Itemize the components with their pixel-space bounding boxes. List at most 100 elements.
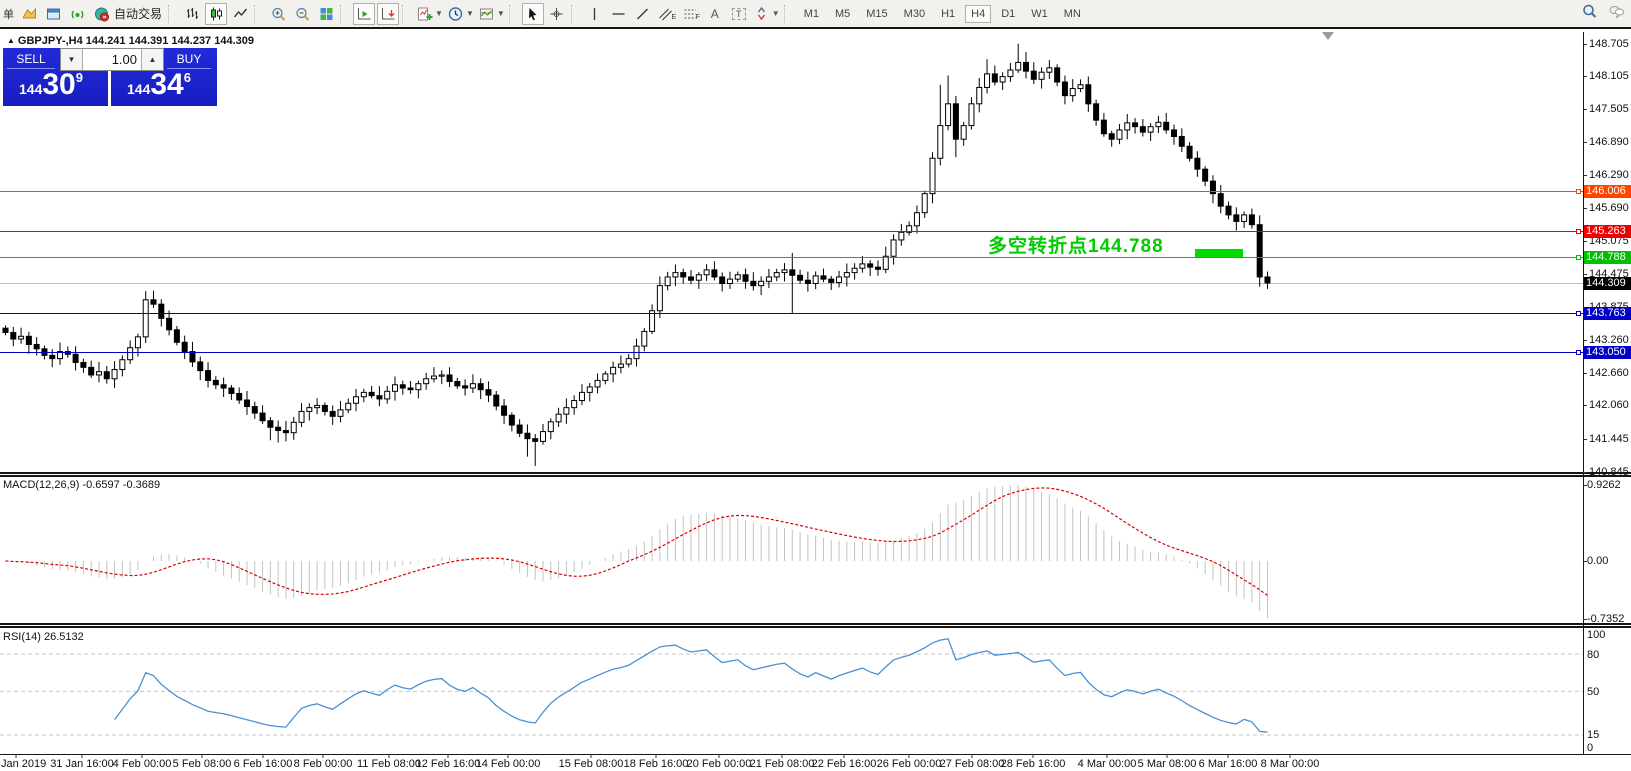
- chart-annotation-text[interactable]: 多空转折点144.788: [988, 236, 1164, 257]
- dropdown-caret[interactable]: ▼: [465, 9, 474, 18]
- price-axis-tick: 146.290: [1589, 169, 1629, 182]
- autotrading-label[interactable]: 自动交易: [114, 7, 163, 21]
- price-level-label: 146.006: [1584, 185, 1631, 198]
- new-order-button[interactable]: 单: [3, 8, 14, 21]
- chart-window[interactable]: ▲ GBPJPY-,H4 144.241 144.391 144.237 144.…: [0, 27, 1631, 771]
- horizontal-level-line[interactable]: [0, 257, 1583, 258]
- dropdown-caret[interactable]: ▼: [435, 9, 443, 18]
- macd-axis-tick: 0.00: [1587, 555, 1609, 567]
- profiles-icon[interactable]: [42, 3, 64, 25]
- volume-increase-button[interactable]: ▲: [141, 49, 163, 70]
- level-end-marker: [1576, 255, 1581, 260]
- time-axis-tick-dash: [507, 754, 509, 758]
- time-axis-tick-dash: [1289, 754, 1291, 758]
- time-axis-label: 4 Mar 00:00: [1077, 758, 1137, 770]
- zoom-in-icon[interactable]: [267, 3, 289, 25]
- arrows-icon[interactable]: ▼: [752, 3, 781, 25]
- price-axis-tick: 143.260: [1589, 334, 1629, 347]
- trendline-icon[interactable]: [632, 3, 654, 25]
- rsi-axis-tick: 80: [1587, 649, 1600, 661]
- timeframe-button-h1[interactable]: H1: [941, 7, 956, 20]
- chart-shift-icon[interactable]: [377, 2, 400, 25]
- sell-button[interactable]: SELL: [7, 50, 55, 69]
- panel-separator[interactable]: [0, 472, 1631, 477]
- dropdown-caret[interactable]: ▼: [496, 9, 505, 18]
- time-axis-tick-dash: [781, 754, 783, 758]
- macd-label: MACD(12,26,9) -0.6597 -0.3689: [3, 479, 161, 491]
- bid-price-label: 144.309: [1584, 277, 1631, 290]
- timeframe-bar: M1 M5 M15 M30 H1 H4 D1 W1 MN: [796, 4, 1089, 23]
- fibonacci-icon[interactable]: F: [680, 3, 702, 25]
- collapse-triangle-icon[interactable]: ▲: [7, 36, 15, 45]
- crosshair-icon[interactable]: [546, 3, 568, 25]
- search-icon[interactable]: [1581, 3, 1598, 19]
- buy-button[interactable]: BUY: [167, 50, 211, 69]
- timeframe-button-m5[interactable]: M5: [834, 7, 851, 20]
- candle-chart-icon[interactable]: [205, 2, 228, 25]
- volume-input[interactable]: 1.00: [83, 49, 141, 70]
- bar-chart-icon[interactable]: [181, 3, 203, 25]
- chart-shift-marker[interactable]: [1322, 32, 1334, 40]
- horizontal-line-icon[interactable]: [608, 3, 630, 25]
- time-axis-tick-dash: [81, 754, 83, 758]
- line-chart-icon[interactable]: [229, 3, 251, 25]
- autoscroll-icon[interactable]: [353, 2, 376, 25]
- text-label-icon[interactable]: T: [728, 3, 750, 25]
- signals-icon[interactable]: [66, 3, 88, 25]
- price-axis-tick: 148.705: [1589, 37, 1629, 50]
- time-axis-label: 6 Feb 16:00: [233, 758, 293, 770]
- timeframe-button-d1[interactable]: D1: [1001, 7, 1016, 20]
- buy-price[interactable]: 144346: [127, 68, 191, 101]
- tile-windows-icon[interactable]: [315, 3, 337, 25]
- text-icon[interactable]: A: [710, 6, 719, 21]
- time-axis-label: 30 Jan 2019: [0, 758, 47, 770]
- level-end-marker: [1576, 311, 1581, 316]
- price-axis-tick-dash: [1583, 372, 1587, 374]
- time-axis-label: 28 Feb 16:00: [1000, 758, 1066, 770]
- horizontal-level-line[interactable]: [0, 231, 1583, 232]
- timeframe-button-m15[interactable]: M15: [866, 7, 888, 20]
- time-axis-label: 31 Jan 16:00: [50, 758, 114, 770]
- horizontal-level-line[interactable]: [0, 313, 1583, 314]
- candlestick-layer: [2, 43, 1271, 466]
- autotrading-icon[interactable]: [90, 3, 112, 25]
- zoom-out-icon[interactable]: [291, 3, 313, 25]
- price-axis-tick-dash: [1583, 241, 1587, 243]
- charts-icon[interactable]: [18, 3, 40, 25]
- price-axis-tick-dash: [1583, 438, 1587, 440]
- time-axis-tick-dash: [843, 754, 845, 758]
- rsi-axis-tick: 15: [1587, 729, 1600, 741]
- timeframe-button-w1[interactable]: W1: [1031, 7, 1048, 20]
- vertical-line-icon[interactable]: [584, 3, 606, 25]
- time-axis-label: 26 Feb 00:00: [876, 758, 942, 770]
- time-axis-tick-dash: [655, 754, 657, 758]
- dropdown-caret[interactable]: ▼: [771, 9, 780, 18]
- timeframe-button-m30[interactable]: M30: [903, 7, 926, 20]
- chat-icon[interactable]: [1608, 3, 1625, 19]
- highlight-rectangle[interactable]: [1195, 249, 1243, 257]
- periods-icon[interactable]: ▼: [446, 3, 475, 25]
- horizontal-level-line[interactable]: [0, 352, 1583, 353]
- toolbar-separator: [168, 4, 178, 23]
- panel-separator[interactable]: [0, 623, 1631, 628]
- rsi-axis-tick: 0: [1587, 742, 1594, 754]
- time-axis-label: 15 Feb 08:00: [558, 758, 624, 770]
- timeframe-button-m1[interactable]: M1: [803, 7, 819, 20]
- templates-icon[interactable]: ▼: [477, 3, 506, 25]
- time-axis-tick-dash: [15, 754, 17, 758]
- price-axis-tick-dash: [1583, 43, 1587, 45]
- price-axis-tick: 142.660: [1589, 366, 1629, 379]
- price-level-label: 143.763: [1584, 307, 1631, 320]
- sell-price[interactable]: 144309: [19, 68, 83, 101]
- timeframe-button-h4[interactable]: H4: [965, 4, 992, 23]
- toolbar-separator: [570, 4, 581, 23]
- time-axis-label: 12 Feb 16:00: [415, 758, 481, 770]
- indicators-icon[interactable]: ▼: [415, 3, 444, 25]
- cursor-icon[interactable]: [521, 2, 544, 25]
- timeframe-button-mn[interactable]: MN: [1063, 7, 1081, 20]
- horizontal-level-line[interactable]: [0, 191, 1583, 192]
- rsi-label: RSI(14) 26.5132: [3, 631, 84, 643]
- volume-decrease-button[interactable]: ▼: [61, 49, 83, 70]
- price-axis-tick: 147.505: [1589, 102, 1629, 115]
- equidistant-channel-icon[interactable]: E: [656, 3, 678, 25]
